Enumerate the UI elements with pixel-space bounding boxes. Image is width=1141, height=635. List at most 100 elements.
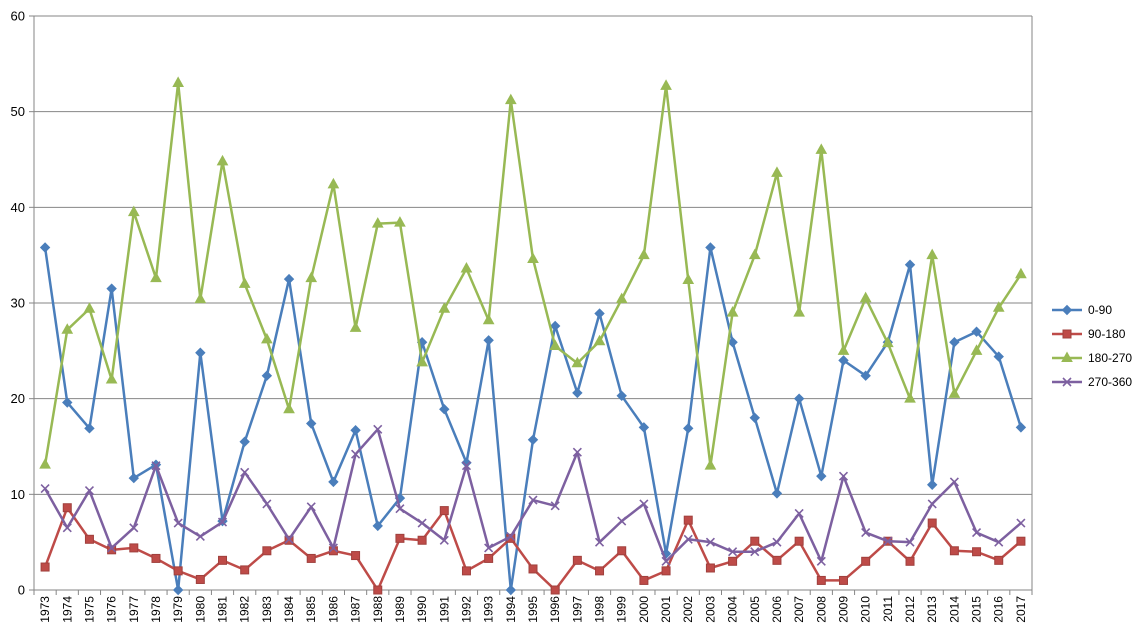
data-point	[571, 356, 584, 368]
data-point	[749, 412, 760, 424]
data-point	[172, 584, 184, 596]
legend-label: 270-360	[1088, 375, 1132, 389]
data-point	[527, 434, 539, 446]
data-point	[62, 503, 72, 513]
legend-swatch-marker	[1062, 329, 1072, 339]
axes: 0 10 20 30 40 50 60 1973 1974 1975 1976 1977 1978 197…	[11, 9, 1033, 623]
data-point	[550, 501, 560, 511]
data-point	[172, 76, 185, 87]
data-point	[262, 499, 272, 509]
data-point	[661, 556, 671, 566]
x-tick-label: 1975	[82, 596, 96, 623]
data-point	[726, 306, 739, 317]
x-tick-label: 1996	[548, 596, 562, 623]
data-point	[439, 535, 449, 545]
data-point	[1015, 422, 1027, 433]
data-point	[971, 326, 982, 337]
data-point	[837, 344, 850, 355]
data-point	[439, 403, 450, 415]
data-point	[351, 551, 361, 561]
data-point	[417, 518, 427, 528]
data-point	[373, 424, 383, 434]
series-line	[43, 506, 1022, 592]
data-point	[661, 566, 671, 576]
data-point	[107, 543, 117, 553]
legend-swatch-marker	[1061, 351, 1073, 362]
data-point	[1015, 267, 1027, 279]
data-point	[105, 373, 118, 384]
data-point	[639, 575, 649, 585]
data-point	[948, 387, 961, 398]
y-tick-label: 30	[11, 296, 25, 311]
data-point	[861, 528, 871, 538]
data-point	[373, 585, 383, 595]
x-tick-label: 2004	[726, 596, 740, 623]
data-point	[705, 563, 715, 573]
data-point	[283, 402, 295, 414]
data-point	[416, 355, 428, 367]
data-point	[1016, 518, 1026, 528]
x-tick-label: 1992	[459, 596, 473, 623]
data-point	[639, 499, 649, 509]
x-tick-label: 1987	[349, 596, 363, 623]
x-tick-label: 1993	[482, 596, 496, 623]
data-point	[883, 536, 893, 546]
x-tick-label: 2001	[659, 596, 673, 623]
data-point	[173, 518, 183, 528]
data-point	[528, 495, 538, 505]
data-point	[683, 423, 694, 434]
x-tick-label: 2017	[1014, 596, 1028, 623]
x-tick-label: 1998	[593, 596, 607, 623]
y-tick-label: 20	[11, 391, 25, 406]
data-point	[129, 523, 139, 533]
data-point	[572, 387, 583, 399]
data-point	[617, 516, 627, 526]
data-point	[84, 485, 95, 496]
data-point	[506, 531, 516, 541]
data-point	[195, 574, 205, 584]
data-point	[39, 242, 51, 253]
data-point	[927, 518, 937, 528]
legend-item: 180-270	[1052, 351, 1132, 365]
legend-item: 270-360	[1052, 375, 1132, 389]
x-tick-label: 2000	[637, 596, 651, 623]
data-point	[127, 205, 140, 217]
data-point	[439, 506, 449, 516]
series-line	[43, 81, 1022, 467]
x-tick-label: 2016	[992, 596, 1006, 623]
data-point	[926, 479, 938, 490]
data-point	[62, 397, 73, 408]
y-tick-label: 0	[18, 583, 25, 598]
data-point	[905, 556, 915, 566]
data-point	[61, 323, 74, 334]
data-point	[971, 528, 982, 538]
data-point	[926, 248, 939, 260]
data-point	[682, 273, 695, 285]
x-tick-label: 2014	[947, 596, 961, 623]
x-tick-label: 2010	[859, 596, 873, 623]
y-tick-label: 50	[11, 104, 25, 119]
data-point	[927, 499, 937, 509]
data-point	[638, 248, 650, 260]
x-tick-label: 1994	[504, 596, 518, 623]
data-point	[40, 484, 50, 494]
data-point	[372, 520, 383, 532]
x-tick-label: 2002	[681, 596, 695, 623]
legend-label: 90-180	[1088, 327, 1126, 341]
data-point	[84, 423, 95, 434]
data-point	[1016, 536, 1026, 546]
x-tick-label: 2008	[814, 596, 828, 623]
x-tick-label: 1997	[570, 596, 584, 623]
data-point	[240, 467, 250, 477]
data-point	[728, 556, 738, 566]
legend: 0-90 90-180 180-270 270-360	[1052, 303, 1132, 389]
data-point	[217, 517, 228, 527]
data-point	[395, 504, 405, 514]
x-tick-label: 1978	[149, 596, 163, 623]
data-point	[771, 488, 783, 499]
data-point	[705, 242, 716, 253]
data-point	[816, 575, 826, 585]
data-point	[772, 555, 782, 565]
x-tick-label: 1981	[216, 596, 230, 623]
data-point	[994, 555, 1004, 565]
